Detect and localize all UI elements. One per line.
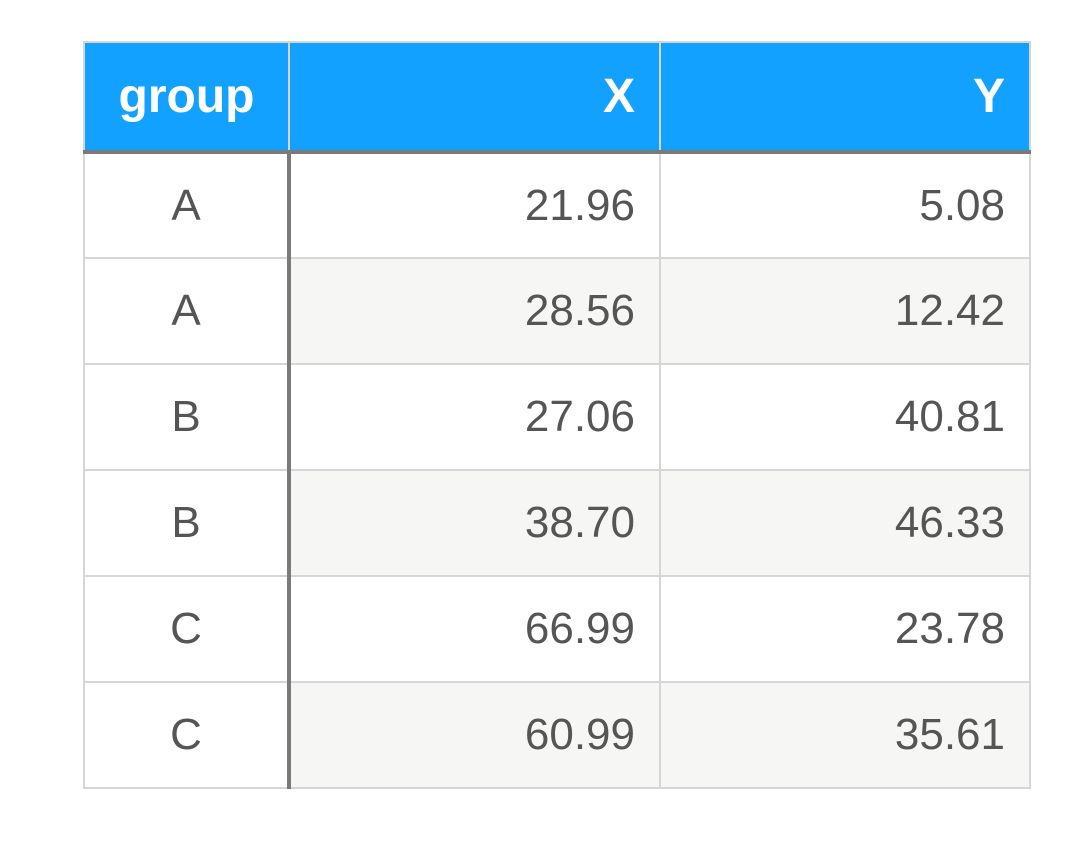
data-table-container: group X Y A 21.96 5.08 A 28.56 12.42 B 2…: [83, 41, 1031, 789]
cell-x: 28.56: [288, 257, 661, 365]
cell-x: 38.70: [288, 469, 661, 577]
cell-group: A: [83, 151, 291, 259]
cell-x: 66.99: [288, 575, 661, 683]
cell-y: 12.42: [659, 257, 1031, 365]
cell-x: 27.06: [288, 363, 661, 471]
cell-group: B: [83, 363, 291, 471]
table-row: B 27.06 40.81: [83, 363, 1031, 471]
header-row: group X Y: [83, 41, 1031, 154]
cell-group: B: [83, 469, 291, 577]
cell-x: 60.99: [288, 681, 661, 789]
column-header-y: Y: [659, 41, 1031, 154]
table-row: A 28.56 12.42: [83, 257, 1031, 365]
cell-y: 23.78: [659, 575, 1031, 683]
data-table: group X Y A 21.96 5.08 A 28.56 12.42 B 2…: [83, 41, 1031, 789]
column-header-group: group: [83, 41, 290, 154]
table-row: C 60.99 35.61: [83, 681, 1031, 789]
table-row: A 21.96 5.08: [83, 151, 1031, 259]
cell-y: 46.33: [659, 469, 1031, 577]
cell-group: A: [83, 257, 291, 365]
table-body: A 21.96 5.08 A 28.56 12.42 B 27.06 40.81…: [83, 151, 1031, 789]
table-row: C 66.99 23.78: [83, 575, 1031, 683]
column-header-x: X: [288, 41, 661, 154]
table-row: B 38.70 46.33: [83, 469, 1031, 577]
cell-y: 40.81: [659, 363, 1031, 471]
cell-group: C: [83, 575, 291, 683]
cell-group: C: [83, 681, 291, 789]
table-header: group X Y: [83, 41, 1031, 154]
cell-y: 5.08: [659, 151, 1031, 259]
cell-x: 21.96: [288, 151, 661, 259]
cell-y: 35.61: [659, 681, 1031, 789]
